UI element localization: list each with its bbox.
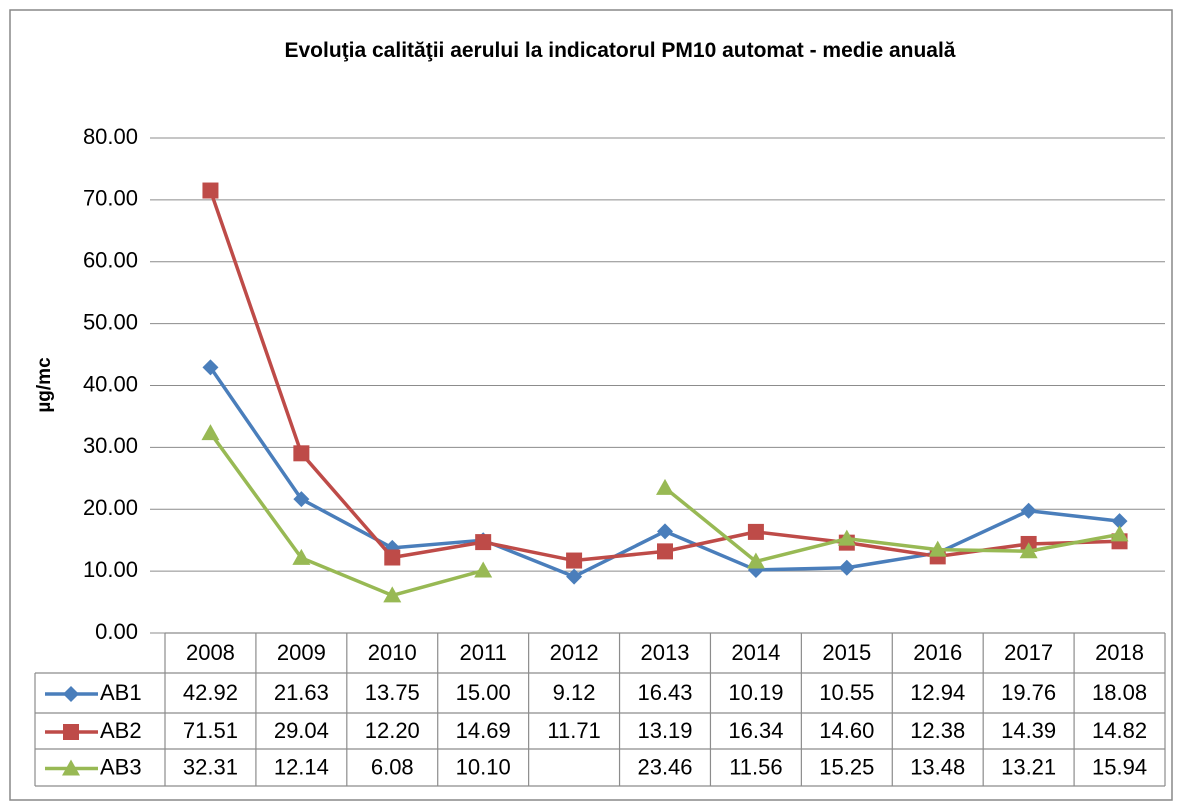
data-point — [838, 559, 855, 576]
table-value: 16.43 — [637, 680, 692, 705]
data-point — [201, 424, 220, 441]
table-value: 10.19 — [728, 680, 783, 705]
y-tick-label: 50.00 — [83, 309, 138, 334]
x-tick-label: 2009 — [277, 640, 326, 665]
legend-marker — [62, 759, 80, 776]
x-tick-label: 2018 — [1095, 640, 1144, 665]
series-line — [663, 486, 1120, 564]
y-tick-label: 80.00 — [83, 124, 138, 149]
table-value: 16.34 — [728, 718, 783, 743]
y-tick-label: 30.00 — [83, 433, 138, 458]
x-tick-label: 2011 — [460, 640, 507, 665]
x-tick-label: 2010 — [368, 640, 417, 665]
chart-border — [9, 9, 1173, 801]
legend-label: AB2 — [100, 718, 142, 743]
table-value: 13.48 — [910, 754, 965, 779]
table-value: 13.21 — [1001, 754, 1056, 779]
y-tick-label: 0.00 — [95, 619, 138, 644]
table-value: 14.60 — [819, 718, 874, 743]
table-value: 13.19 — [637, 718, 692, 743]
data-point — [293, 445, 310, 462]
table-value: 6.08 — [371, 754, 414, 779]
data-point — [292, 548, 311, 565]
y-tick-label: 20.00 — [83, 495, 138, 520]
table-value: 15.00 — [456, 680, 511, 705]
data-point — [474, 561, 493, 578]
table-value: 18.08 — [1092, 680, 1147, 705]
data-point — [928, 540, 947, 557]
table-value: 13.75 — [365, 680, 420, 705]
legend-marker — [63, 724, 79, 740]
x-tick-label: 2015 — [822, 640, 871, 665]
x-tick-label: 2012 — [550, 640, 599, 665]
data-point — [747, 523, 764, 540]
table-value: 42.92 — [183, 680, 238, 705]
data-point — [202, 182, 219, 199]
legend-marker — [63, 686, 79, 702]
data-point — [293, 491, 310, 508]
data-point — [566, 568, 583, 585]
table-value: 12.38 — [910, 718, 965, 743]
table-value: 21.63 — [274, 680, 329, 705]
x-tick-label: 2017 — [1004, 640, 1053, 665]
table-value: 19.76 — [1001, 680, 1056, 705]
table-value: 15.94 — [1092, 754, 1147, 779]
table-value: 9.12 — [553, 680, 596, 705]
table-value: 12.14 — [274, 754, 329, 779]
table-value: 10.10 — [456, 754, 511, 779]
y-tick-label: 40.00 — [83, 371, 138, 396]
y-tick-label: 60.00 — [83, 248, 138, 273]
y-axis-label: µg/mc — [34, 357, 55, 413]
table-value: 14.82 — [1092, 718, 1147, 743]
x-tick-label: 2013 — [641, 640, 690, 665]
data-point — [202, 359, 219, 376]
data-point — [746, 552, 765, 569]
table-value: 10.55 — [819, 680, 874, 705]
x-tick-label: 2008 — [186, 640, 235, 665]
table-value: 23.46 — [637, 754, 692, 779]
table-value: 11.56 — [729, 754, 782, 779]
table-value: 15.25 — [819, 754, 874, 779]
chart-title: Evoluţia calităţii aerului la indicatoru… — [284, 39, 956, 62]
y-tick-label: 70.00 — [83, 186, 138, 211]
table-value: 12.94 — [910, 680, 965, 705]
table-value: 14.69 — [456, 718, 511, 743]
table-value: 12.20 — [365, 718, 420, 743]
data-point — [383, 586, 402, 603]
data-point — [1019, 542, 1038, 559]
data-point — [1111, 513, 1128, 530]
data-point — [837, 529, 856, 546]
data-point — [1110, 525, 1129, 542]
data-point — [1020, 502, 1037, 519]
data-point — [384, 549, 401, 566]
x-tick-label: 2014 — [731, 640, 780, 665]
x-tick-label: 2016 — [913, 640, 962, 665]
table-value: 71.51 — [183, 718, 238, 743]
data-point — [657, 523, 673, 540]
y-tick-label: 10.00 — [83, 557, 138, 582]
table-value: 32.31 — [183, 754, 238, 779]
legend-label: AB3 — [100, 754, 142, 779]
table-value: 11.71 — [547, 718, 600, 743]
series-line — [209, 432, 484, 598]
legend-label: AB1 — [100, 680, 142, 705]
table-value: 29.04 — [274, 718, 329, 743]
data-point — [566, 552, 583, 569]
data-point — [475, 534, 492, 551]
table-value: 14.39 — [1001, 718, 1056, 743]
data-point — [656, 478, 674, 495]
data-point — [657, 543, 673, 560]
